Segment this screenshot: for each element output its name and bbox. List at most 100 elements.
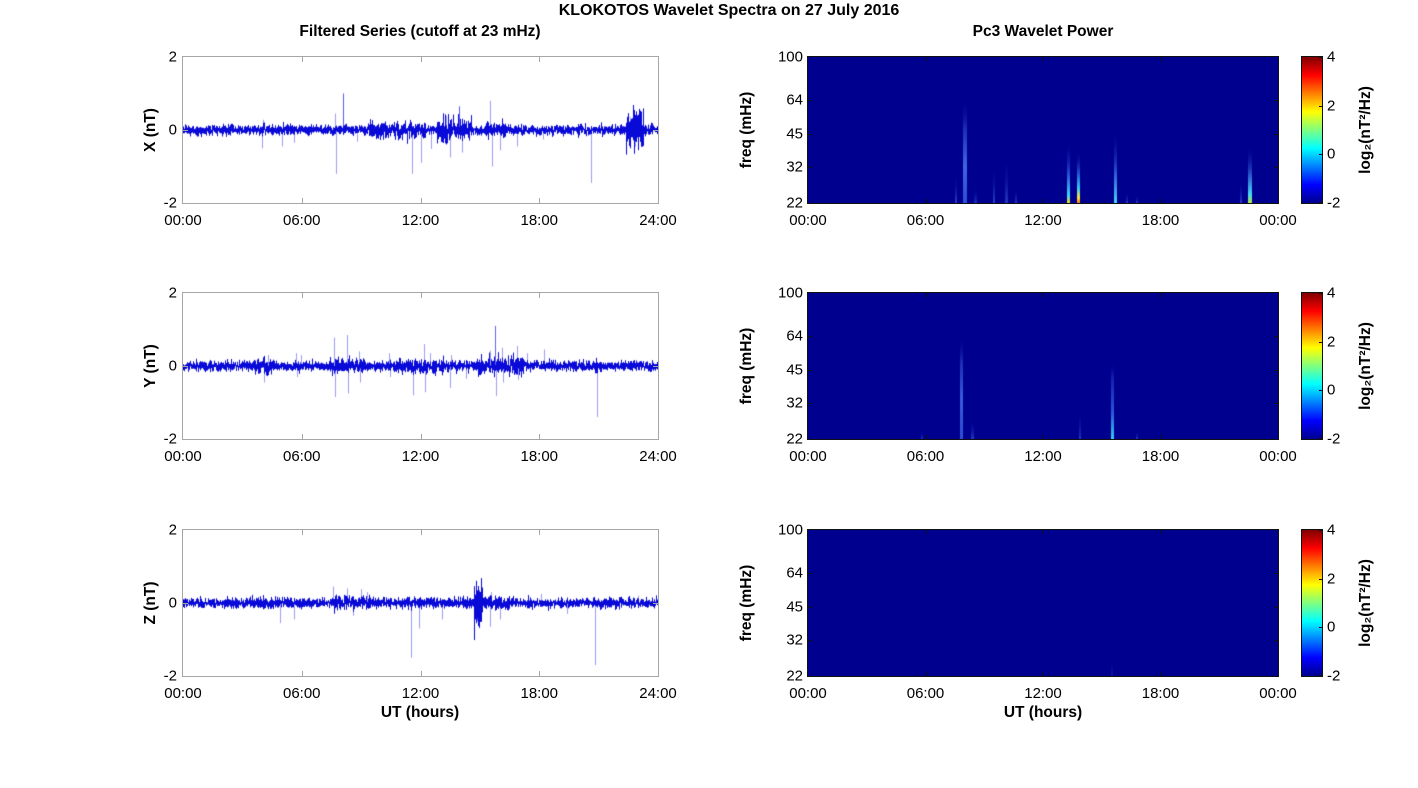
axis-tick — [1043, 435, 1044, 439]
right-ytick-label: 22 — [786, 430, 803, 448]
axis-tick — [539, 434, 540, 439]
left-ytick-label: 0 — [168, 357, 177, 375]
left-xtick-label: 18:00 — [520, 212, 559, 229]
axis-tick — [539, 530, 540, 535]
axis-tick — [183, 366, 188, 367]
right-xtick-label: 06:00 — [906, 685, 945, 702]
colorbar-tick-label: 4 — [1327, 48, 1336, 66]
colorbar-label-2: log₂(nT²/Hz) — [1357, 559, 1374, 647]
left-ytick-label: 0 — [168, 121, 177, 139]
axis-tick — [1161, 530, 1162, 534]
figure-title: KLOKOTOS Wavelet Spectra on 27 July 2016 — [558, 2, 900, 19]
axis-tick — [1274, 100, 1278, 101]
axis-tick — [1274, 370, 1278, 371]
axis-tick — [808, 607, 812, 608]
left-ytick-label: -2 — [163, 430, 177, 448]
colorbar — [1301, 292, 1323, 440]
left-xtick-label: 12:00 — [401, 212, 440, 229]
left-xtick-label: 06:00 — [282, 212, 321, 229]
axis-tick — [653, 366, 658, 367]
axis-tick — [808, 573, 812, 574]
right-ylabel-2: freq (mHz) — [738, 564, 755, 642]
left-xtick-label: 12:00 — [401, 685, 440, 702]
axis-tick — [421, 671, 422, 676]
right-ytick-label: 45 — [786, 361, 803, 379]
axis-tick — [1161, 57, 1162, 61]
colorbar — [1301, 56, 1323, 204]
colorbar-tick-label: 4 — [1327, 521, 1336, 539]
axis-tick — [926, 57, 927, 61]
right-xtick-label: 00:00 — [1259, 448, 1297, 465]
colorbar-tick — [1319, 293, 1322, 294]
axis-tick — [421, 434, 422, 439]
axis-tick — [1161, 199, 1162, 203]
colorbar-tick-label: -2 — [1327, 194, 1341, 212]
colorbar-tick-label: 2 — [1327, 97, 1336, 115]
right-xaxis-label: UT (hours) — [1003, 704, 1083, 721]
right-ytick-label: 22 — [786, 667, 803, 685]
colorbar-tick — [1319, 438, 1322, 439]
right-xtick-label: 00:00 — [789, 212, 827, 229]
timeseries-canvas-z — [183, 530, 658, 676]
axis-tick — [1043, 672, 1044, 676]
left-xtick-label: 24:00 — [639, 448, 677, 465]
right-xtick-label: 18:00 — [1141, 212, 1180, 229]
right-xtick-label: 00:00 — [789, 448, 827, 465]
axis-tick — [1161, 672, 1162, 676]
colorbar-tick — [1319, 202, 1322, 203]
axis-tick — [926, 672, 927, 676]
axis-tick — [926, 530, 927, 534]
axis-tick — [1161, 435, 1162, 439]
axis-tick — [926, 293, 927, 297]
colorbar-tick-label: 4 — [1327, 284, 1336, 302]
right-xtick-label: 00:00 — [789, 685, 827, 702]
right-ytick-label: 64 — [786, 327, 803, 345]
colorbar-tick-label: 0 — [1327, 381, 1336, 399]
axis-tick — [421, 530, 422, 535]
spectrogram-plot-box — [807, 529, 1279, 677]
timeseries-canvas-y — [183, 293, 658, 439]
right-xtick-label: 06:00 — [906, 448, 945, 465]
axis-tick — [1043, 57, 1044, 61]
axis-tick — [1274, 336, 1278, 337]
left-xtick-label: 24:00 — [639, 685, 677, 702]
left-xtick-label: 06:00 — [282, 448, 321, 465]
axis-tick — [302, 530, 303, 535]
left-ytick-label: 2 — [168, 521, 177, 539]
colorbar-tick-label: 0 — [1327, 145, 1336, 163]
spectrogram-canvas-y — [808, 293, 1278, 439]
axis-tick — [539, 293, 540, 298]
colorbar-tick — [1319, 390, 1322, 392]
axis-tick — [302, 198, 303, 203]
axis-tick — [421, 293, 422, 298]
colorbar-tick-label: 2 — [1327, 333, 1336, 351]
colorbar-label-1: log₂(nT²/Hz) — [1357, 322, 1374, 410]
right-xtick-label: 12:00 — [1024, 448, 1062, 465]
axis-tick — [926, 435, 927, 439]
axis-tick — [808, 134, 812, 135]
axis-tick — [1043, 293, 1044, 297]
axis-tick — [183, 603, 188, 604]
right-ytick-label: 32 — [786, 631, 803, 649]
colorbar — [1301, 529, 1323, 677]
left-xtick-label: 00:00 — [164, 448, 202, 465]
right-xtick-label: 12:00 — [1024, 685, 1062, 702]
right-ytick-label: 45 — [786, 125, 803, 143]
axis-tick — [808, 100, 812, 101]
axis-tick — [1274, 134, 1278, 135]
right-ytick-label: 22 — [786, 194, 803, 212]
timeseries-plot-box — [182, 56, 659, 204]
right-xtick-label: 18:00 — [1141, 448, 1180, 465]
right-xtick-label: 06:00 — [906, 212, 945, 229]
right-subplot-title: Pc3 Wavelet Power — [972, 23, 1114, 40]
axis-tick — [808, 403, 812, 404]
right-xtick-label: 18:00 — [1141, 685, 1180, 702]
axis-tick — [926, 199, 927, 203]
left-subplot-title: Filtered Series (cutoff at 23 mHz) — [299, 23, 541, 40]
colorbar-tick — [1319, 627, 1322, 629]
colorbar-tick — [1319, 341, 1322, 343]
right-ytick-label: 100 — [777, 521, 803, 539]
axis-tick — [539, 57, 540, 62]
spectrogram-plot-box — [807, 292, 1279, 440]
axis-tick — [808, 336, 812, 337]
